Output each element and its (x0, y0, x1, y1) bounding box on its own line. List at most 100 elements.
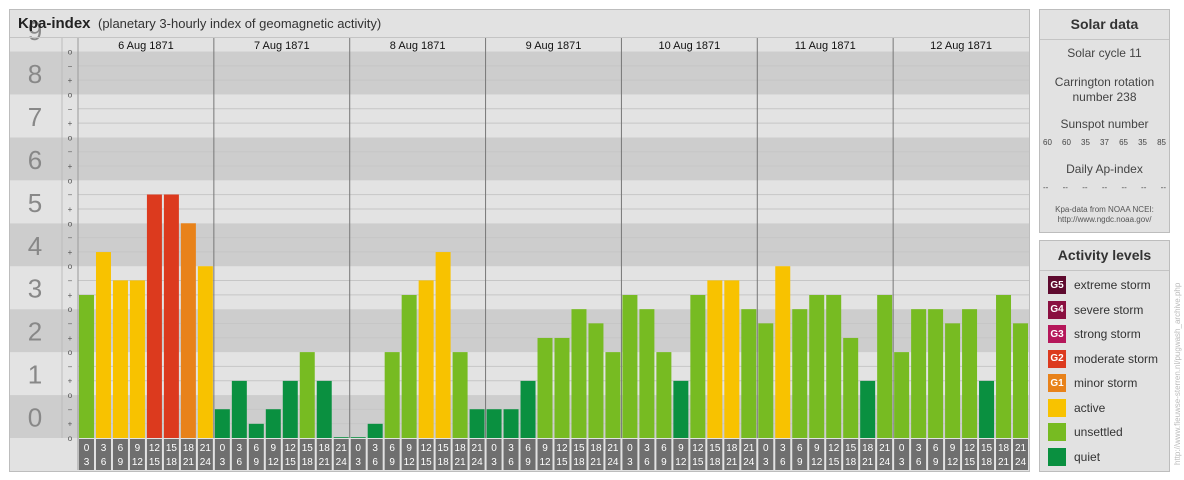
hour-start-label: 18 (183, 443, 195, 454)
hour-start-label: 15 (438, 443, 450, 454)
hour-start-label: 21 (336, 443, 348, 454)
sub-tick-label: − (68, 234, 73, 243)
hour-end-label: 18 (438, 457, 450, 468)
hour-cell (554, 439, 570, 470)
sunspot-value: 37 (1100, 138, 1109, 147)
sub-tick-label: o (68, 219, 73, 228)
hour-cell (945, 439, 961, 470)
day-label: 11 Aug 1871 (795, 40, 856, 52)
activity-level-item: G3 strong storm (1048, 324, 1141, 344)
hour-end-label: 21 (183, 457, 195, 468)
kp-bar (639, 309, 655, 438)
sub-tick-label: o (68, 176, 73, 185)
kp-bar (452, 352, 468, 438)
hour-start-label: 15 (709, 443, 721, 454)
kpa-chart-panel: 0 1 2 3 4 5 6 7 8 9 o + − o + − o + − o + − o + − o + − o + − o + − o + − o 6 … (9, 9, 1030, 472)
activity-level-label: moderate storm (1074, 351, 1159, 366)
kp-bar (214, 409, 230, 438)
hour-cell (741, 439, 757, 470)
activity-level-swatch (1048, 398, 1066, 417)
activity-level-label: minor storm (1074, 376, 1138, 390)
hour-cell (707, 439, 723, 470)
hour-cell (452, 439, 468, 470)
sub-tick-label: + (68, 162, 73, 171)
hour-cell (996, 439, 1012, 470)
hour-cell (724, 439, 740, 470)
hour-cell (605, 439, 621, 470)
y-tick-label: 9 (28, 16, 42, 46)
ap-value: -- (1141, 183, 1147, 192)
sub-tick-label: + (68, 334, 73, 343)
kp-band (10, 94, 1029, 138)
hour-cell (95, 439, 111, 470)
hour-cell (401, 439, 417, 470)
day-label: 9 Aug 1871 (526, 40, 582, 52)
kp-bar (503, 409, 519, 438)
sub-tick-label: − (68, 277, 73, 286)
y-tick-label: 5 (28, 188, 42, 218)
hour-start-label: 9 (542, 443, 548, 454)
kp-bar (843, 337, 859, 438)
hour-start-label: 18 (590, 443, 602, 454)
chart-subtitle: (planetary 3-hourly index of geomagnetic… (98, 16, 382, 31)
kp-bar (809, 294, 825, 438)
activity-level-swatch (1048, 423, 1066, 441)
hour-end-label: 24 (607, 457, 619, 468)
hour-start-label: 21 (1015, 443, 1027, 454)
hour-end-label: 21 (726, 457, 738, 468)
kp-bar (979, 380, 995, 438)
hour-start-label: 0 (899, 443, 905, 454)
hour-cell (792, 439, 808, 470)
hour-start-label: 21 (472, 443, 484, 454)
activity-level-swatch: G1 (1048, 374, 1066, 392)
activity-level-item: G2 moderate storm (1048, 349, 1158, 369)
hour-end-label: 15 (828, 457, 840, 468)
hour-cell (860, 439, 876, 470)
hour-cell (911, 439, 927, 470)
sub-tick-label: − (68, 105, 73, 114)
kp-band (10, 309, 1029, 353)
hour-end-label: 18 (981, 457, 993, 468)
kp-bar (316, 380, 332, 438)
hour-cell (384, 439, 400, 470)
source-link[interactable]: http://www.ngdc.noaa.gov/ (1057, 215, 1152, 224)
hour-cell (316, 439, 332, 470)
y-tick-label: 7 (28, 102, 42, 132)
hour-start-label: 6 (525, 443, 531, 454)
hour-end-label: 6 (237, 457, 243, 468)
hour-start-label: 6 (389, 443, 395, 454)
hour-cell (673, 439, 689, 470)
sub-tick-label: o (68, 48, 73, 57)
hour-cell (146, 439, 162, 470)
kp-bar (384, 352, 400, 438)
kp-band (10, 223, 1029, 267)
hour-end-label: 21 (998, 457, 1010, 468)
hour-end-label: 9 (933, 457, 939, 468)
hour-start-label: 6 (661, 443, 667, 454)
kp-bar (775, 266, 791, 438)
chart-header: Kpa-index (planetary 3-hourly index of g… (10, 10, 1029, 38)
hour-start-label: 15 (302, 443, 314, 454)
sub-tick-label: − (68, 319, 73, 328)
kp-bar (622, 294, 638, 438)
hour-cell (248, 439, 264, 470)
hour-start-label: 0 (763, 443, 769, 454)
sub-tick-label: − (68, 62, 73, 71)
hour-end-label: 3 (763, 457, 769, 468)
hour-cell (571, 439, 587, 470)
hour-start-label: 15 (573, 443, 585, 454)
activity-level-label: active (1074, 400, 1106, 415)
hour-start-label: 6 (118, 443, 124, 454)
hour-end-label: 24 (879, 457, 891, 468)
hour-cell (333, 439, 349, 470)
day-label: 8 Aug 1871 (390, 40, 446, 52)
sunspot-values: 60 60 35 37 65 35 85 (1043, 138, 1166, 147)
kp-bar (605, 352, 621, 438)
kp-bar (197, 266, 213, 438)
day-label: 10 Aug 1871 (658, 40, 720, 52)
hour-end-label: 6 (508, 457, 514, 468)
hour-end-label: 24 (472, 457, 484, 468)
hour-cell (656, 439, 672, 470)
kp-bar (860, 380, 876, 438)
